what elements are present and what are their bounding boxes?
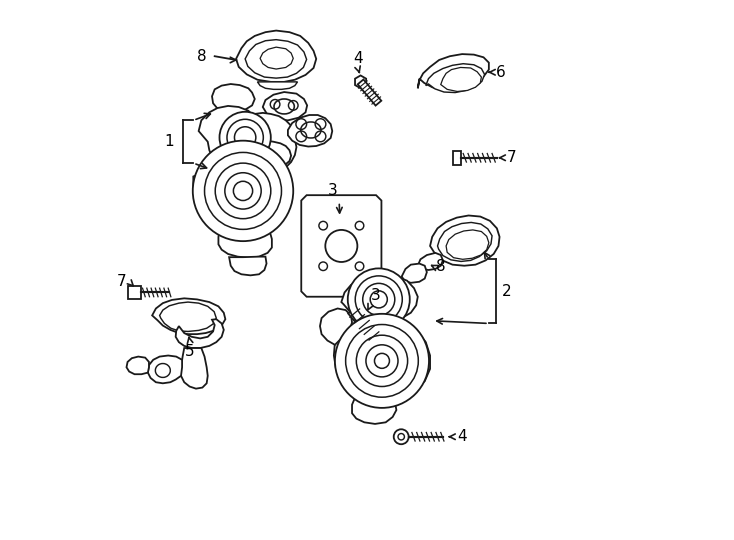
Circle shape bbox=[346, 325, 418, 397]
Polygon shape bbox=[440, 68, 482, 91]
Polygon shape bbox=[159, 302, 217, 332]
Text: 2: 2 bbox=[501, 284, 512, 299]
Circle shape bbox=[355, 262, 364, 271]
Circle shape bbox=[398, 434, 404, 440]
Polygon shape bbox=[355, 76, 366, 88]
Circle shape bbox=[296, 131, 307, 141]
Circle shape bbox=[193, 140, 294, 241]
Circle shape bbox=[234, 127, 256, 148]
Text: 3: 3 bbox=[328, 184, 338, 198]
Polygon shape bbox=[348, 307, 380, 342]
Circle shape bbox=[270, 99, 280, 109]
Circle shape bbox=[356, 335, 407, 387]
Circle shape bbox=[227, 119, 264, 156]
Text: 5: 5 bbox=[185, 344, 195, 359]
Circle shape bbox=[288, 100, 298, 110]
Text: 7: 7 bbox=[117, 274, 126, 289]
Circle shape bbox=[296, 119, 307, 130]
Polygon shape bbox=[401, 264, 427, 283]
Circle shape bbox=[315, 119, 326, 130]
Circle shape bbox=[355, 276, 402, 323]
Polygon shape bbox=[181, 348, 208, 389]
Polygon shape bbox=[352, 396, 396, 424]
Polygon shape bbox=[357, 79, 382, 105]
Polygon shape bbox=[258, 82, 297, 89]
Polygon shape bbox=[453, 151, 461, 165]
Circle shape bbox=[374, 353, 390, 368]
Circle shape bbox=[319, 221, 327, 230]
Text: 8: 8 bbox=[197, 49, 207, 64]
Circle shape bbox=[215, 163, 271, 219]
Circle shape bbox=[355, 221, 364, 230]
Circle shape bbox=[319, 262, 327, 271]
Polygon shape bbox=[418, 253, 443, 270]
Circle shape bbox=[325, 230, 357, 262]
Polygon shape bbox=[236, 31, 316, 82]
Polygon shape bbox=[148, 355, 182, 383]
Polygon shape bbox=[236, 112, 248, 123]
Polygon shape bbox=[152, 298, 225, 334]
Polygon shape bbox=[260, 47, 294, 69]
Text: 7: 7 bbox=[507, 150, 517, 165]
Text: 1: 1 bbox=[164, 134, 173, 149]
Polygon shape bbox=[219, 227, 272, 258]
Circle shape bbox=[233, 181, 252, 200]
Polygon shape bbox=[426, 64, 484, 92]
Polygon shape bbox=[245, 39, 307, 78]
Polygon shape bbox=[212, 84, 255, 112]
Polygon shape bbox=[128, 286, 141, 299]
Polygon shape bbox=[437, 222, 492, 261]
Polygon shape bbox=[320, 308, 352, 345]
Polygon shape bbox=[288, 115, 333, 146]
Circle shape bbox=[366, 345, 398, 377]
Polygon shape bbox=[175, 319, 224, 348]
Text: 8: 8 bbox=[437, 259, 446, 274]
Circle shape bbox=[363, 284, 395, 315]
Polygon shape bbox=[430, 215, 500, 266]
Circle shape bbox=[315, 131, 326, 141]
Circle shape bbox=[348, 268, 410, 330]
Polygon shape bbox=[220, 112, 230, 123]
Text: 4: 4 bbox=[354, 51, 363, 66]
Polygon shape bbox=[301, 195, 382, 296]
Circle shape bbox=[219, 112, 271, 163]
Polygon shape bbox=[199, 106, 297, 177]
Polygon shape bbox=[126, 356, 149, 374]
Polygon shape bbox=[341, 275, 418, 322]
Circle shape bbox=[205, 152, 281, 230]
Polygon shape bbox=[263, 92, 307, 120]
Circle shape bbox=[370, 291, 388, 308]
Text: 3: 3 bbox=[371, 288, 381, 303]
Circle shape bbox=[335, 314, 429, 408]
Polygon shape bbox=[334, 322, 430, 400]
Text: 4: 4 bbox=[457, 429, 466, 444]
Polygon shape bbox=[229, 256, 266, 275]
Circle shape bbox=[225, 173, 261, 209]
Polygon shape bbox=[193, 152, 292, 229]
Polygon shape bbox=[418, 54, 489, 90]
Text: 6: 6 bbox=[496, 65, 506, 80]
Polygon shape bbox=[446, 230, 489, 259]
Circle shape bbox=[393, 429, 409, 444]
